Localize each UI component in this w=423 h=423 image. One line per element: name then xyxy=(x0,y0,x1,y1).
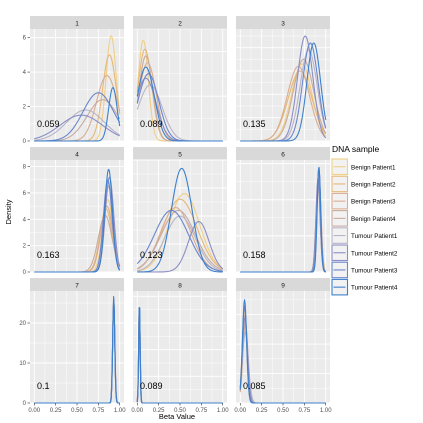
panel-stat-value: 0.1 xyxy=(37,381,50,391)
density-line-tumour-patient4 xyxy=(136,66,223,142)
density-line-tumour-patient4 xyxy=(240,42,327,142)
density-line-benign-patient1 xyxy=(137,193,224,272)
facet-strip-label: 8 xyxy=(178,282,182,289)
x-tick-label: 0.75 xyxy=(196,408,208,414)
x-tick-label: 1.00 xyxy=(114,408,126,414)
density-line-tumour-patient4 xyxy=(34,87,121,142)
facet-strip xyxy=(30,16,124,29)
facet-strip-label: 9 xyxy=(281,282,285,289)
facet-strip xyxy=(133,16,227,29)
facet-strip-label: 7 xyxy=(75,282,79,289)
legend-item: Benign Patient4 xyxy=(331,210,396,227)
x-tick-label: 0.25 xyxy=(256,408,268,414)
y-tick-label: 10 xyxy=(19,361,26,367)
facet-strip-label: 4 xyxy=(75,151,79,158)
facet-strip-label: 5 xyxy=(178,151,182,158)
legend-label: Benign Patient2 xyxy=(351,182,396,189)
y-tick-label: 0 xyxy=(23,270,27,276)
facet-panel-8: 8 0.089 0.00 0.25 0.50 0.75 1.00 xyxy=(131,278,229,414)
facet-panel-3: 3 0.135 xyxy=(236,16,330,142)
density-line-tumour-patient2 xyxy=(137,221,224,273)
legend-item: Tumour Patient2 xyxy=(331,244,398,262)
x-tick-label: 0.50 xyxy=(71,408,83,414)
facet-strip xyxy=(236,147,330,160)
legend-label: Benign Patient3 xyxy=(351,199,396,206)
panel-stat-value: 0.085 xyxy=(243,381,266,391)
x-tick-label: 0.75 xyxy=(93,408,105,414)
panel-stat-value: 0.089 xyxy=(140,381,163,391)
legend-item: Benign Patient1 xyxy=(331,158,396,176)
legend-label: Benign Patient4 xyxy=(351,216,396,223)
x-tick-label: 1.00 xyxy=(217,408,229,414)
x-tick-label: 0.00 xyxy=(234,408,246,414)
facet-panel-6: 6 0.158 xyxy=(236,147,330,273)
density-line-tumour-patient3 xyxy=(136,209,223,272)
density-line-tumour-patient4 xyxy=(240,166,326,273)
legend-label: Benign Patient1 xyxy=(351,164,396,171)
facet-strip xyxy=(236,16,330,29)
panel-stat-value: 0.123 xyxy=(140,250,163,260)
legend-label: Tumour Patient1 xyxy=(351,233,398,240)
facet-strip xyxy=(236,278,330,291)
facet-strip xyxy=(133,278,227,291)
y-tick-label: 2 xyxy=(23,244,27,250)
x-tick-label: 1.00 xyxy=(320,408,332,414)
facet-strip xyxy=(30,278,124,291)
legend-label: Tumour Patient4 xyxy=(351,285,398,292)
x-tick-label: 0.75 xyxy=(299,408,311,414)
facet-panels: 1 0.059 0 2 4 6 2 0.089 3 0.135 4 0.163 0 2 4 6 8 5 0.123 6… xyxy=(19,16,332,414)
density-line-tumour-patient1 xyxy=(137,215,223,272)
panel-stat-value: 0.158 xyxy=(243,250,266,260)
density-line-tumour-patient4 xyxy=(34,168,121,273)
facet-panel-5: 5 0.123 xyxy=(133,147,227,273)
x-axis-title: Beta Value xyxy=(159,412,195,421)
x-tick-label: 0.50 xyxy=(174,408,186,414)
facet-panel-7: 7 0.1 0 10 20 0.00 0.25 0.50 0.75 1.00 xyxy=(19,278,126,414)
facet-panel-2: 2 0.089 xyxy=(133,16,227,142)
legend-item: Tumour Patient3 xyxy=(331,261,398,279)
legend-label: Tumour Patient3 xyxy=(351,268,398,275)
x-tick-label: 0.50 xyxy=(277,408,289,414)
y-tick-label: 4 xyxy=(23,217,27,223)
facet-strip-label: 2 xyxy=(178,20,182,27)
facet-strip-label: 3 xyxy=(281,20,285,27)
legend-item: Tumour Patient4 xyxy=(331,278,398,296)
x-tick-label: 0.00 xyxy=(28,408,40,414)
y-tick-label: 4 xyxy=(23,70,27,76)
y-tick-label: 0 xyxy=(23,401,27,407)
panel-stat-value: 0.059 xyxy=(37,119,60,129)
y-tick-label: 6 xyxy=(23,191,27,197)
facet-panel-9: 9 0.085 0.00 0.25 0.50 0.75 1.00 xyxy=(234,278,332,414)
facet-panel-4: 4 0.163 0 2 4 6 8 xyxy=(23,147,124,276)
facet-strip-label: 1 xyxy=(75,20,79,27)
legend-item: Tumour Patient1 xyxy=(331,227,398,244)
x-tick-label: 0.25 xyxy=(153,408,165,414)
y-tick-label: 6 xyxy=(23,36,27,42)
facet-strip-label: 6 xyxy=(281,151,285,158)
density-line-tumour-patient4 xyxy=(137,167,223,273)
density-line-tumour-patient1 xyxy=(34,109,121,141)
panel-stat-value: 0.089 xyxy=(140,119,163,129)
facet-strip xyxy=(30,147,124,160)
density-line-benign-patient4 xyxy=(137,209,223,271)
legend-item: Benign Patient2 xyxy=(331,175,396,193)
y-axis-title: Density xyxy=(4,199,13,224)
y-tick-label: 8 xyxy=(23,165,27,171)
panel-stat-value: 0.135 xyxy=(243,119,266,129)
y-tick-label: 2 xyxy=(23,105,27,111)
x-tick-label: 0.00 xyxy=(131,408,143,414)
panel-stat-value: 0.163 xyxy=(37,250,60,260)
legend-item: Benign Patient3 xyxy=(331,192,396,210)
legend-title: DNA sample xyxy=(332,144,380,154)
legend-label: Tumour Patient2 xyxy=(351,250,398,257)
x-tick-label: 0.25 xyxy=(50,408,62,414)
facet-strip xyxy=(133,147,227,160)
y-tick-label: 0 xyxy=(23,139,27,145)
facet-panel-1: 1 0.059 0 2 4 6 xyxy=(23,16,124,145)
legend: DNA sample Benign Patient1 Benign Patient… xyxy=(331,144,398,296)
y-tick-label: 20 xyxy=(19,321,26,327)
